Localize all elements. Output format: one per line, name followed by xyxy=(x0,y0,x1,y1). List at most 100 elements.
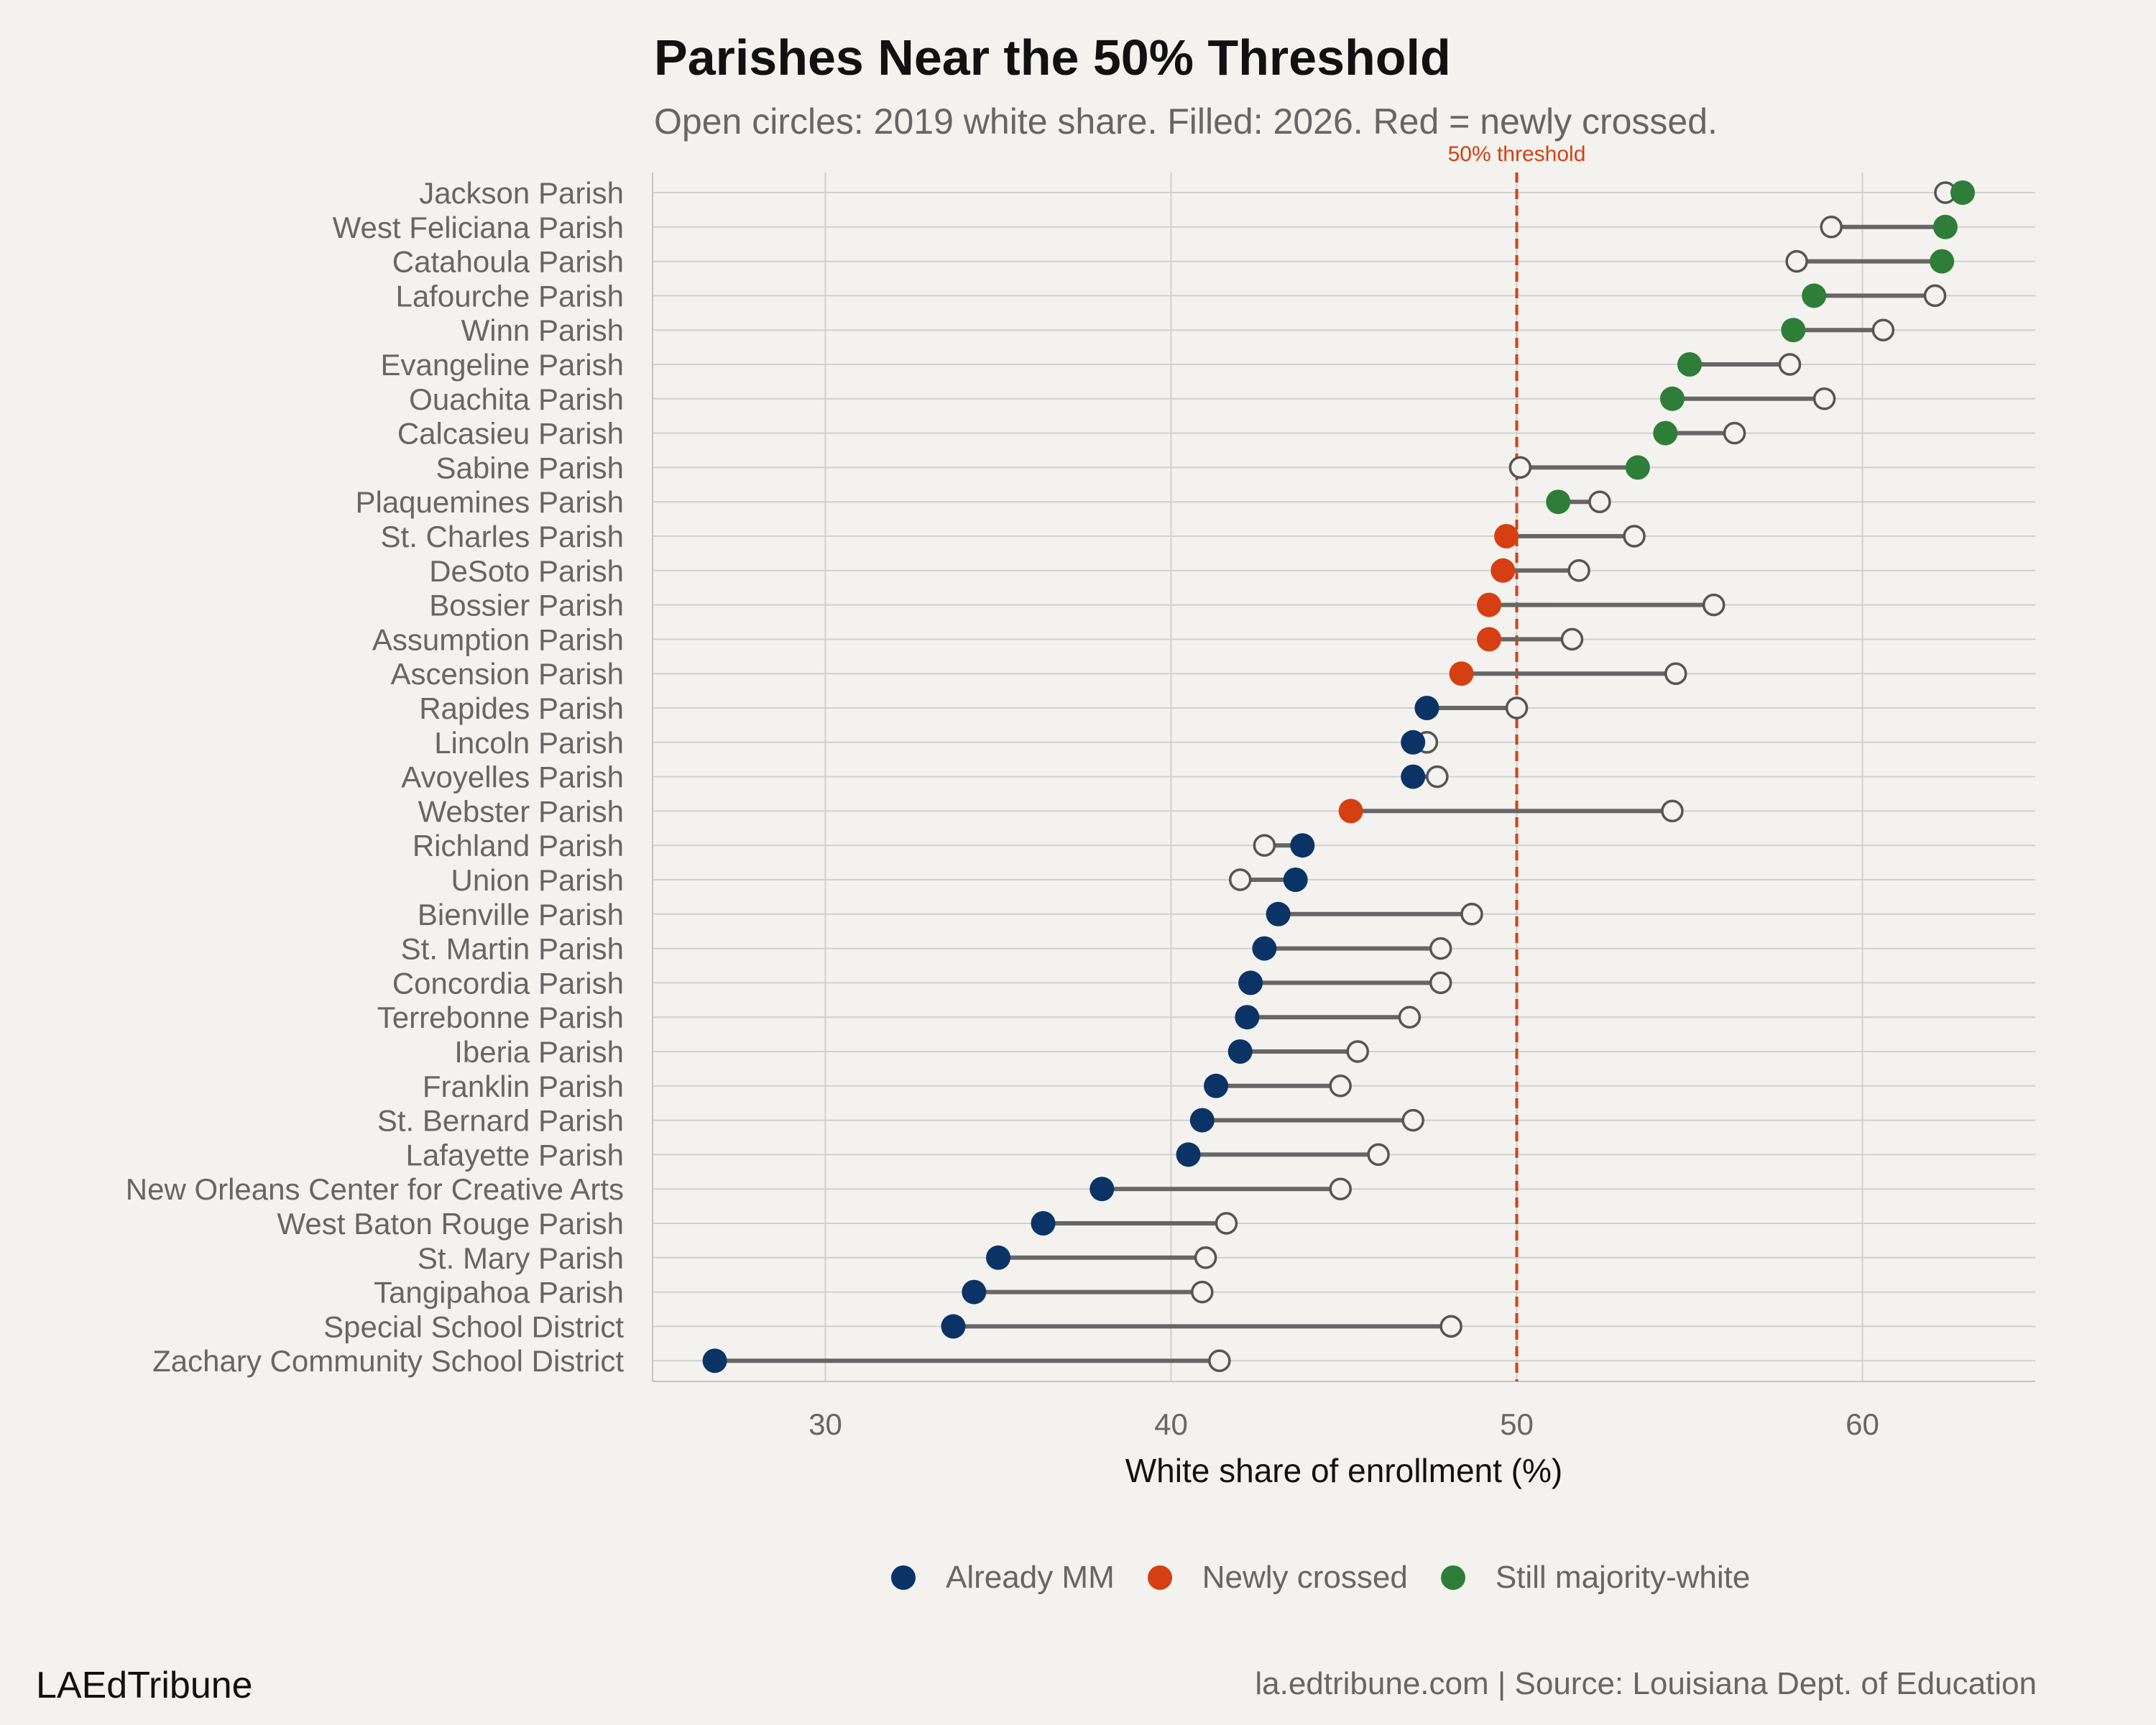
point-2019 xyxy=(1785,249,1808,273)
point-2026 xyxy=(1930,249,1955,274)
y-tick-label: Winn Parish xyxy=(461,313,624,347)
point-2026 xyxy=(1494,524,1519,548)
y-tick-label: St. Bernard Parish xyxy=(377,1104,624,1138)
point-2026 xyxy=(1653,420,1678,446)
point-2019 xyxy=(1460,903,1483,926)
point-2026 xyxy=(1625,455,1650,480)
point-2026 xyxy=(1266,901,1291,926)
point-2019 xyxy=(1329,1177,1352,1200)
y-tick-label: Iberia Parish xyxy=(454,1035,624,1069)
y-tick-label: Lafayette Parish xyxy=(405,1138,624,1172)
point-2019 xyxy=(1505,696,1529,719)
point-2019 xyxy=(1871,318,1895,341)
y-tick-label: Richland Parish xyxy=(413,829,624,862)
y-tick-label: West Feliciana Parish xyxy=(333,211,624,244)
point-2026 xyxy=(1238,970,1263,995)
legend-item-newly-crossed: Newly crossed xyxy=(1147,1560,1408,1596)
x-tick-label: 40 xyxy=(1154,1407,1188,1441)
point-2026 xyxy=(1781,318,1806,343)
y-tick-label: Avoyelles Parish xyxy=(401,760,624,794)
y-tick-label: St. Martin Parish xyxy=(401,932,624,966)
point-2026 xyxy=(1189,1108,1215,1133)
point-2019 xyxy=(1191,1280,1214,1304)
y-tick-label: Rapides Parish xyxy=(419,691,624,725)
point-2019 xyxy=(1723,421,1746,445)
point-2026 xyxy=(1477,592,1502,617)
y-tick-label: Terrebonne Parish xyxy=(377,1000,624,1034)
point-2019 xyxy=(1923,284,1947,308)
point-2026 xyxy=(986,1245,1010,1270)
point-2019 xyxy=(1664,662,1687,685)
y-tick-label: Union Parish xyxy=(451,863,624,897)
y-tick-label: Ascension Parish xyxy=(391,657,625,691)
point-2026 xyxy=(1546,489,1571,515)
threshold-layer: 50% threshold xyxy=(1448,142,1586,1381)
y-tick-label: St. Mary Parish xyxy=(418,1241,624,1275)
y-tick-label: St. Charles Parish xyxy=(381,520,624,553)
footer-source: la.edtribune.com | Source: Louisiana Dep… xyxy=(1255,1666,2037,1701)
point-2019 xyxy=(1588,490,1611,513)
footer-brand: LAEdTribune xyxy=(36,1665,253,1706)
point-2019 xyxy=(1702,593,1726,617)
point-2019 xyxy=(1439,1315,1462,1338)
point-2026 xyxy=(1176,1142,1201,1167)
y-tick-label: Evangeline Parish xyxy=(380,348,624,382)
point-2026 xyxy=(1283,868,1308,892)
chart-title: Parishes Near the 50% Threshold xyxy=(654,29,1451,86)
point-2019 xyxy=(1661,799,1684,823)
point-2019 xyxy=(1426,765,1449,788)
point-2019 xyxy=(1401,1108,1424,1132)
point-2026 xyxy=(1338,799,1363,824)
y-tick-label: Tangipahoa Parish xyxy=(374,1276,624,1310)
point-2026 xyxy=(1401,764,1426,789)
point-2026 xyxy=(1204,1073,1229,1098)
point-2019 xyxy=(1228,868,1252,891)
grid-layer xyxy=(652,172,2035,1382)
point-2026 xyxy=(1227,1039,1253,1064)
x-tick-label: 50 xyxy=(1500,1407,1534,1441)
chart-subtitle: Open circles: 2019 white share. Filled: … xyxy=(654,101,1718,142)
point-2026 xyxy=(1414,696,1439,720)
y-tick-label: Assumption Parish xyxy=(372,622,624,656)
point-2026 xyxy=(941,1314,966,1339)
y-tick-label: Lafourche Parish xyxy=(395,279,624,313)
point-2026 xyxy=(1491,558,1516,583)
point-2026 xyxy=(1252,936,1277,961)
point-2026 xyxy=(1401,730,1426,755)
x-tick-label: 60 xyxy=(1846,1407,1879,1441)
point-2019 xyxy=(1329,1075,1352,1098)
legend-item-already-mm: Already MM xyxy=(891,1560,1115,1596)
point-2026 xyxy=(1449,661,1474,686)
threshold-label: 50% threshold xyxy=(1448,142,1586,166)
point-2026 xyxy=(702,1348,727,1374)
legend: Already MM Newly crossed Still majority-… xyxy=(891,1560,1783,1596)
point-2026 xyxy=(1477,627,1502,652)
point-2019 xyxy=(1398,1006,1422,1029)
x-tick-label: 30 xyxy=(808,1407,842,1441)
point-2019 xyxy=(1567,559,1590,582)
point-2026 xyxy=(1802,283,1827,308)
legend-label-newly-crossed: Newly crossed xyxy=(1202,1560,1408,1595)
y-tick-label: Franklin Parish xyxy=(423,1070,624,1103)
point-2026 xyxy=(1031,1211,1056,1236)
legend-swatch-newly-crossed xyxy=(1147,1565,1172,1590)
y-tick-label: Special School District xyxy=(323,1310,624,1343)
point-2019 xyxy=(1560,627,1584,651)
y-tick-label: Lincoln Parish xyxy=(434,726,624,760)
point-2019 xyxy=(1820,216,1843,239)
point-2019 xyxy=(1812,387,1836,410)
legend-swatch-still-majority-white xyxy=(1440,1565,1465,1590)
legend-swatch-already-mm xyxy=(891,1565,916,1590)
point-2026 xyxy=(1950,180,1975,205)
point-2026 xyxy=(1235,1005,1260,1030)
point-2026 xyxy=(962,1279,987,1305)
legend-item-still-majority-white: Still majority-white xyxy=(1440,1560,1750,1596)
y-tick-label: DeSoto Parish xyxy=(429,554,624,588)
data-layer xyxy=(702,180,1975,1374)
legend-label-already-mm: Already MM xyxy=(946,1560,1115,1595)
point-2019 xyxy=(1367,1143,1390,1167)
point-2019 xyxy=(1253,834,1276,857)
y-tick-label: Catahoula Parish xyxy=(392,245,624,279)
